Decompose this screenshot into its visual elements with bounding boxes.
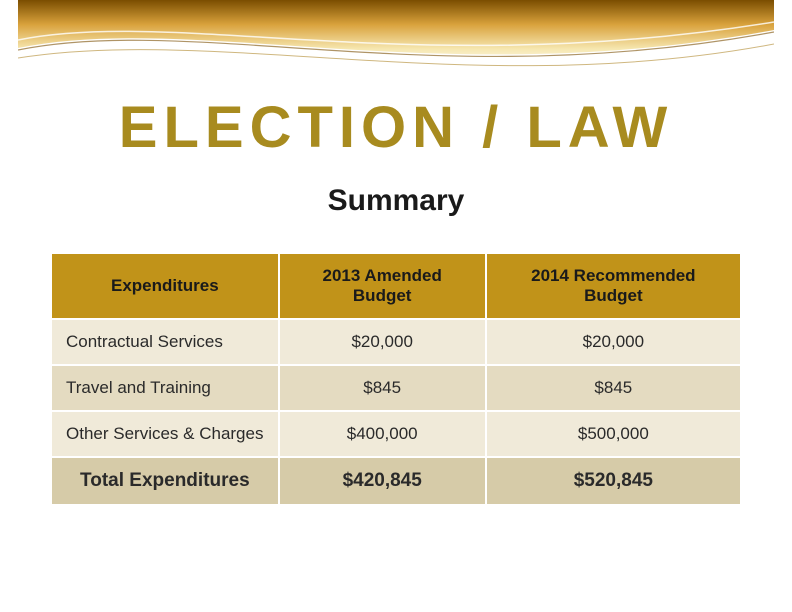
- page-subtitle: Summary: [0, 184, 792, 218]
- row-label: Contractual Services: [51, 319, 279, 365]
- page-title: ELECTION / LAW: [0, 94, 792, 161]
- total-label: Total Expenditures: [51, 457, 279, 505]
- top-banner: [0, 0, 792, 85]
- col-header-expenditures: Expenditures: [51, 253, 279, 319]
- row-2014: $845: [486, 365, 741, 411]
- table-header-row: Expenditures 2013 Amended Budget 2014 Re…: [51, 253, 741, 319]
- table-row: Other Services & Charges $400,000 $500,0…: [51, 411, 741, 457]
- row-2013: $20,000: [279, 319, 486, 365]
- banner-svg: [18, 0, 774, 85]
- col-header-2014: 2014 Recommended Budget: [486, 253, 741, 319]
- row-2013: $845: [279, 365, 486, 411]
- col-header-2013: 2013 Amended Budget: [279, 253, 486, 319]
- row-2014: $500,000: [486, 411, 741, 457]
- row-2013: $400,000: [279, 411, 486, 457]
- total-2014: $520,845: [486, 457, 741, 505]
- total-2013: $420,845: [279, 457, 486, 505]
- row-label: Other Services & Charges: [51, 411, 279, 457]
- budget-table: Expenditures 2013 Amended Budget 2014 Re…: [50, 252, 742, 506]
- row-2014: $20,000: [486, 319, 741, 365]
- table-row: Contractual Services $20,000 $20,000: [51, 319, 741, 365]
- table-total-row: Total Expenditures $420,845 $520,845: [51, 457, 741, 505]
- table-row: Travel and Training $845 $845: [51, 365, 741, 411]
- row-label: Travel and Training: [51, 365, 279, 411]
- budget-table-container: Expenditures 2013 Amended Budget 2014 Re…: [50, 252, 742, 506]
